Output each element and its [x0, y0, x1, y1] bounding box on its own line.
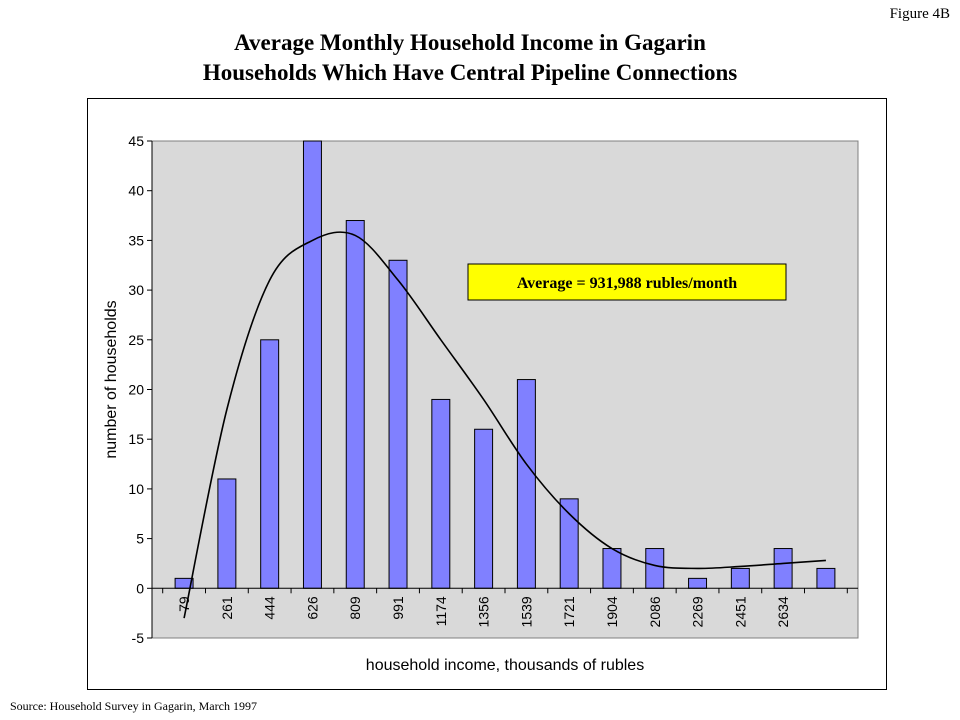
y-tick-label: 15 [128, 431, 144, 447]
bar [345, 220, 365, 589]
x-tick-label: 626 [304, 596, 320, 620]
y-axis-title: number of households [103, 300, 120, 458]
bar [388, 259, 408, 589]
bar [688, 577, 708, 589]
y-tick-label: 25 [128, 332, 144, 348]
y-tick-label: 35 [128, 232, 144, 248]
chart-title: Average Monthly Household Income in Gaga… [0, 28, 940, 88]
bar [645, 548, 665, 589]
x-tick-label: 2451 [732, 596, 748, 627]
bar [516, 379, 536, 589]
bar [217, 478, 237, 589]
bar [816, 567, 836, 589]
x-tick-label: 1356 [476, 596, 492, 627]
x-tick-label: 809 [347, 596, 363, 620]
annotation-text: Average = 931,988 rubles/month [517, 275, 737, 292]
bar [474, 428, 494, 589]
plot-area [151, 140, 859, 639]
trendline [183, 231, 826, 619]
y-tick-label: 45 [128, 133, 144, 149]
bar [260, 339, 280, 589]
y-tick-label: 30 [128, 282, 144, 298]
y-tick-label: 0 [136, 580, 144, 596]
x-tick-label: 2086 [647, 596, 663, 627]
y-tick-label: 20 [128, 382, 144, 398]
y-tick-label: 5 [136, 531, 144, 547]
x-tick-label: 1539 [518, 596, 534, 627]
y-tick-label: 10 [128, 481, 144, 497]
bar [773, 548, 793, 589]
bar [431, 398, 451, 589]
x-tick-label: 79 [176, 596, 192, 612]
x-tick-label: 1904 [604, 596, 620, 627]
annotation-box [467, 263, 787, 301]
x-axis-title: household income, thousands of rubles [366, 657, 644, 674]
source-note: Source: Household Survey in Gagarin, Mar… [10, 699, 257, 713]
y-tick-label: 40 [128, 183, 144, 199]
figure-label: Figure 4B [889, 6, 950, 22]
x-tick-label: 1721 [561, 596, 577, 627]
x-tick-label: 2269 [690, 596, 706, 627]
bar [559, 498, 579, 589]
chart-title-line-2: Households Which Have Central Pipeline C… [202, 60, 738, 85]
x-tick-label: 991 [390, 596, 406, 620]
bar [302, 140, 322, 589]
x-tick-label: 1174 [433, 596, 449, 626]
bar [730, 567, 750, 589]
x-tick-label: 261 [219, 596, 235, 620]
x-tick-label: 444 [262, 596, 278, 620]
bar [602, 548, 622, 589]
y-tick-label: -5 [132, 630, 145, 646]
x-tick-label: 2634 [775, 596, 791, 627]
chart-title-line-1: Average Monthly Household Income in Gaga… [234, 30, 706, 55]
